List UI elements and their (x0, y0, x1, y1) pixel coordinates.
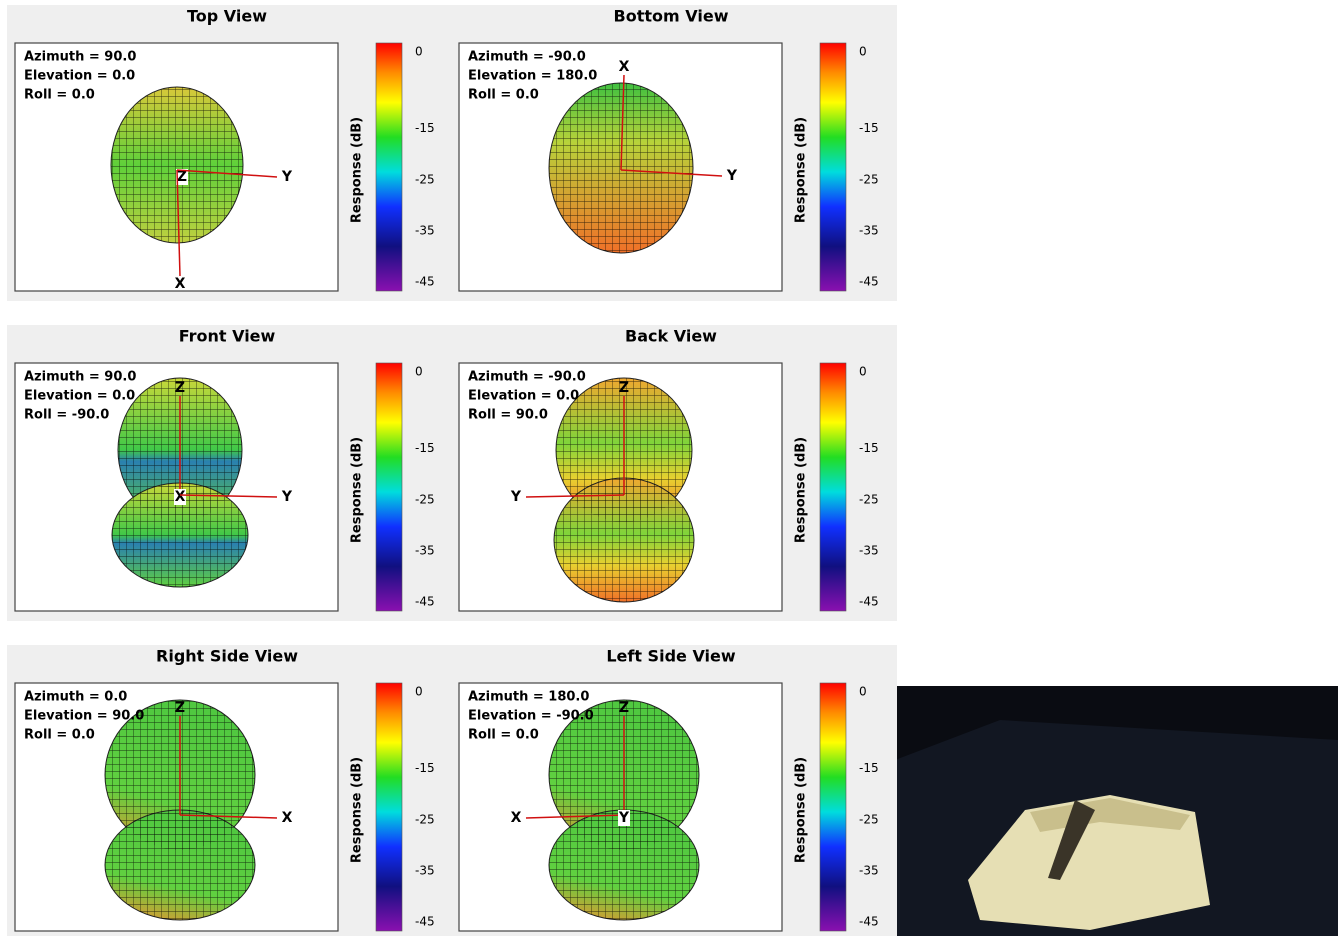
axis-label: Y (281, 489, 293, 505)
colorbar-tick-label: -45 (859, 595, 879, 609)
view-info: Roll = 0.0 (468, 88, 539, 103)
colorbar-label: Response (dB) (794, 757, 809, 863)
colorbar-tick-label: -45 (859, 915, 879, 929)
colorbar-label: Response (dB) (350, 757, 365, 863)
axis-label: X (175, 489, 186, 505)
colorbar-tick-label: -15 (415, 441, 435, 455)
colorbar-tick-label: -25 (415, 492, 435, 506)
colorbar-tick-label: -35 (415, 863, 435, 877)
colorbar-label: Response (dB) (794, 117, 809, 223)
colorbar-tick-label: -15 (859, 121, 879, 135)
colorbar-tick-label: -25 (859, 172, 879, 186)
panel-title: Top View (187, 7, 267, 26)
colorbar-tick-label: -45 (415, 915, 435, 929)
colorbar-tick-label: -25 (415, 172, 435, 186)
view-info: Roll = 0.0 (24, 88, 95, 103)
axis-label: X (282, 810, 293, 826)
axis-label: Z (619, 700, 629, 716)
colorbar-tick-label: -15 (859, 441, 879, 455)
axis-label: Z (177, 169, 187, 185)
colorbar-tick-label: -45 (859, 275, 879, 289)
axis-label: X (619, 59, 630, 75)
colorbar-tick-label: -25 (415, 812, 435, 826)
colorbar-label: Response (dB) (350, 117, 365, 223)
view-info: Azimuth = -90.0 (468, 50, 586, 65)
view-info: Azimuth = 90.0 (24, 370, 136, 385)
colorbar-tick-label: -35 (415, 543, 435, 557)
colorbar-tick-label: -35 (859, 863, 879, 877)
view-info: Azimuth = -90.0 (468, 370, 586, 385)
pattern-mesh (549, 810, 699, 920)
colorbar (376, 363, 402, 611)
colorbar (820, 363, 846, 611)
view-info: Elevation = 90.0 (24, 709, 144, 724)
view-info: Roll = -90.0 (24, 408, 109, 423)
colorbar-tick-label: 0 (415, 365, 423, 379)
panel-title: Back View (625, 327, 717, 346)
colorbar (820, 43, 846, 291)
colorbar-tick-label: -25 (859, 492, 879, 506)
axis-label: Z (175, 380, 185, 396)
axis-label: Z (619, 380, 629, 396)
axis-label: X (511, 810, 522, 826)
colorbar-tick-label: -35 (859, 543, 879, 557)
colorbar-label: Response (dB) (350, 437, 365, 543)
pattern-mesh (105, 810, 255, 920)
axis-label: Y (618, 810, 630, 826)
view-info: Roll = 90.0 (468, 408, 548, 423)
colorbar (376, 683, 402, 931)
panel-title: Left Side View (606, 647, 736, 666)
colorbar-tick-label: 0 (415, 685, 423, 699)
colorbar-tick-label: -35 (859, 223, 879, 237)
panel-title: Front View (179, 327, 276, 346)
view-info: Elevation = -90.0 (468, 709, 594, 724)
axis-label: Y (510, 489, 522, 505)
photo (895, 686, 1338, 936)
colorbar (820, 683, 846, 931)
pattern-mesh (111, 87, 243, 243)
colorbar-tick-label: 0 (859, 685, 867, 699)
panel-title: Bottom View (614, 7, 729, 26)
colorbar-tick-label: -45 (415, 275, 435, 289)
colorbar (376, 43, 402, 291)
view-info: Elevation = 180.0 (468, 69, 597, 84)
figure: Top View Z Y X Azimuth = 90.0 Elevation = 0.0… (0, 0, 1338, 936)
panel-title: Right Side View (156, 647, 298, 666)
axis-label: X (175, 276, 186, 292)
colorbar-tick-label: -15 (415, 761, 435, 775)
view-info: Elevation = 0.0 (24, 389, 135, 404)
view-info: Elevation = 0.0 (24, 69, 135, 84)
view-info: Roll = 0.0 (468, 728, 539, 743)
colorbar-tick-label: -35 (415, 223, 435, 237)
colorbar-tick-label: -45 (415, 595, 435, 609)
colorbar-label: Response (dB) (794, 437, 809, 543)
colorbar-tick-label: -25 (859, 812, 879, 826)
view-info: Azimuth = 90.0 (24, 50, 136, 65)
view-info: Roll = 0.0 (24, 728, 95, 743)
view-info: Azimuth = 0.0 (24, 690, 127, 705)
colorbar-tick-label: 0 (415, 45, 423, 59)
axis-label: Y (726, 168, 738, 184)
colorbar-tick-label: -15 (415, 121, 435, 135)
page: Top View Z Y X Azimuth = 90.0 Elevation = 0.0… (0, 0, 1338, 936)
axis-label: Z (175, 700, 185, 716)
colorbar-tick-label: 0 (859, 365, 867, 379)
colorbar-tick-label: 0 (859, 45, 867, 59)
view-info: Elevation = 0.0 (468, 389, 579, 404)
axis-label: Y (281, 169, 293, 185)
view-info: Azimuth = 180.0 (468, 690, 589, 705)
colorbar-tick-label: -15 (859, 761, 879, 775)
